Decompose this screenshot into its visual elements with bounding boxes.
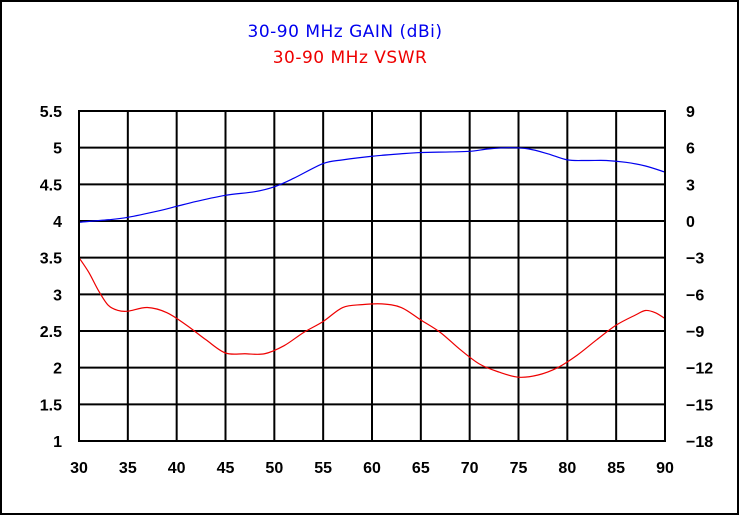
right-y-tick-label: 0: [686, 214, 695, 231]
right-y-tick-label: −12: [686, 361, 713, 378]
x-tick-labels: 30 35 40 45 50 55 60 65 70 75 80 85 90: [70, 460, 674, 477]
vswr-series-line: [78, 257, 666, 378]
x-tick-label: 70: [461, 460, 479, 477]
x-tick-label: 90: [656, 460, 674, 477]
left-y-tick-label: 5.5: [40, 104, 62, 121]
right-y-tick-label: −3: [686, 251, 704, 268]
grid: [79, 111, 665, 441]
right-y-tick-label: −6: [686, 287, 704, 304]
right-y-tick-label: 3: [686, 177, 695, 194]
x-tick-label: 30: [70, 460, 88, 477]
x-tick-label: 65: [412, 460, 430, 477]
gain-series-line: [78, 147, 666, 223]
left-y-tick-label: 2.5: [40, 324, 62, 341]
x-tick-label: 55: [314, 460, 332, 477]
left-y-tick-label: 5: [53, 141, 62, 158]
x-tick-label: 80: [558, 460, 576, 477]
left-y-tick-label: 3: [53, 287, 62, 304]
left-y-tick-label: 3.5: [40, 251, 62, 268]
right-y-tick-labels: 9 6 3 0 −3 −6 −9 −12 −15 −18: [686, 104, 713, 451]
right-y-tick-label: 6: [686, 141, 695, 158]
x-tick-label: 60: [363, 460, 381, 477]
left-y-tick-label: 1.5: [40, 397, 62, 414]
left-y-tick-label: 4: [53, 214, 62, 231]
left-y-tick-labels: 5.5 5 4.5 4 3.5 3 2.5 2 1.5 1: [40, 104, 62, 451]
x-tick-label: 40: [168, 460, 186, 477]
series-lines: [78, 147, 666, 378]
right-y-tick-label: 9: [686, 104, 695, 121]
chart-title: 30-90 MHz GAIN (dBi): [248, 22, 443, 42]
left-y-tick-label: 2: [53, 361, 62, 378]
left-y-tick-label: 1: [53, 434, 62, 451]
right-y-tick-label: −18: [686, 434, 713, 451]
left-y-tick-label: 4.5: [40, 177, 62, 194]
x-tick-label: 35: [119, 460, 137, 477]
x-tick-label: 50: [265, 460, 283, 477]
x-tick-label: 85: [607, 460, 625, 477]
x-tick-label: 45: [217, 460, 235, 477]
plot-frame: [78, 110, 666, 442]
x-tick-label: 75: [510, 460, 528, 477]
right-y-tick-label: −15: [686, 397, 713, 414]
chart-subtitle: 30-90 MHz VSWR: [273, 48, 428, 68]
right-y-tick-label: −9: [686, 324, 704, 341]
